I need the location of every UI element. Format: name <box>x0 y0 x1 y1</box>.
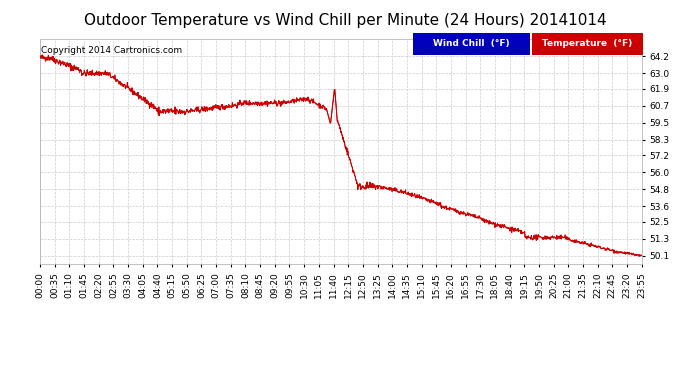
Text: Copyright 2014 Cartronics.com: Copyright 2014 Cartronics.com <box>41 46 182 55</box>
Text: Outdoor Temperature vs Wind Chill per Minute (24 Hours) 20141014: Outdoor Temperature vs Wind Chill per Mi… <box>83 13 607 28</box>
